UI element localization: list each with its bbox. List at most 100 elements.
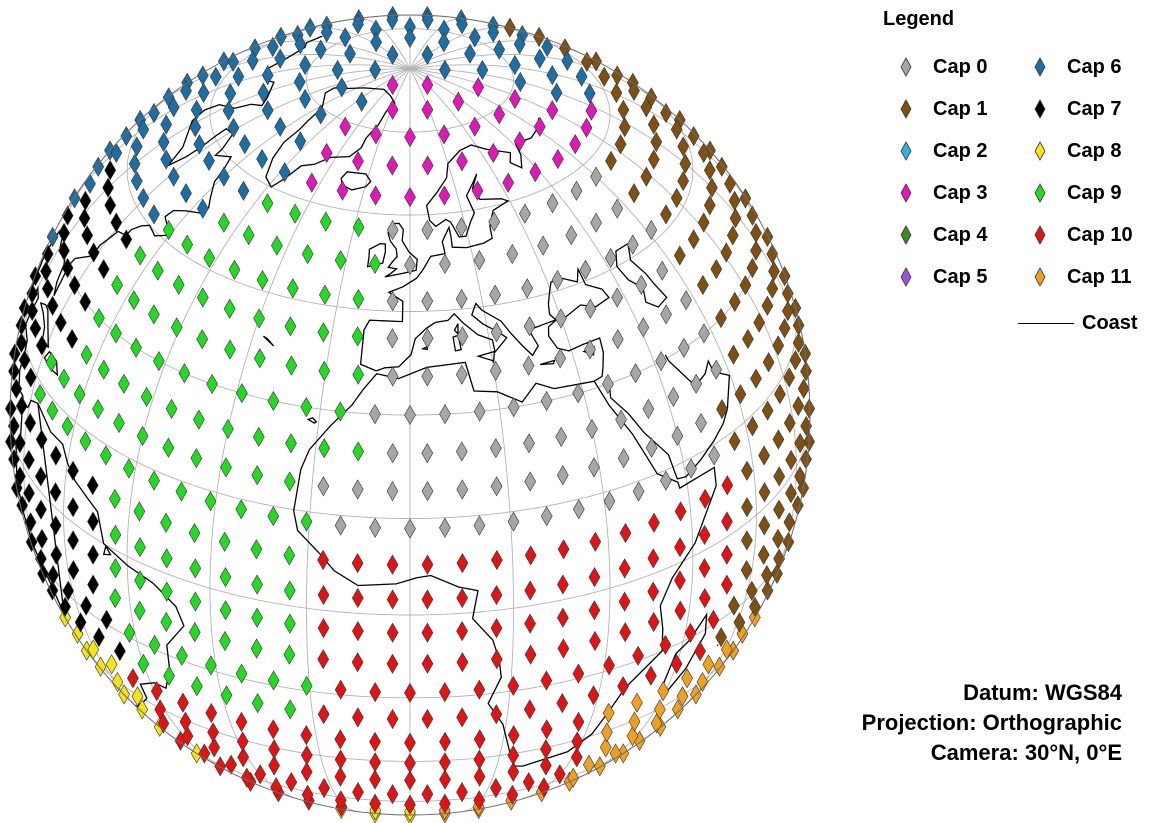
cap-9-marker [189,591,202,612]
cap-8-marker [131,686,144,707]
cap-10-marker [225,754,237,775]
cap-1-marker [617,99,630,120]
globe-outline [9,14,811,816]
cap-0-marker [629,363,642,384]
cap-10-marker [386,653,399,674]
cap-10-marker [208,737,221,758]
cap-1-marker [660,204,672,225]
cap-10-marker [589,531,602,552]
cap-11-marker [628,711,641,732]
cap-6-marker [110,142,123,163]
cap-1-marker [746,205,759,226]
cap-10-marker [698,588,711,609]
cap-9-marker [193,409,205,430]
cap-10-marker [507,725,520,746]
cap-9-marker [318,360,331,381]
cap-9-marker [133,600,146,621]
cap-1-marker [724,173,736,194]
cap-10-marker [404,770,416,791]
cap-1-marker [757,544,770,565]
cap-1-marker [739,275,752,296]
cap-0-marker [386,328,399,349]
cap-9-marker [123,622,136,643]
cap-7-marker [14,433,26,454]
legend-item-cap-0: Cap 0 [895,52,987,82]
cap-9-marker [285,355,298,376]
cap-3-marker [533,116,546,137]
cap-9-marker [352,217,365,238]
cap-0-marker [678,337,690,358]
cap-8-marker [105,654,118,675]
coastline [366,243,387,268]
cap-1-marker [660,102,672,124]
cap-1-marker [741,460,753,481]
cap-6-marker [320,22,333,43]
parallel-line [23,298,797,519]
cap-10-marker [721,475,734,496]
cap-1-marker [746,257,759,279]
cap-6-marker [335,77,348,98]
cap-10-marker [588,600,601,621]
coastline [376,266,610,382]
cap-10-marker [439,731,451,752]
cap-11-marker [599,737,612,758]
cap-1-marker [687,126,700,147]
cap-10-marker [618,591,631,612]
cap-9-marker [220,457,232,478]
cap-7-marker [68,275,81,296]
cap-7-marker [67,560,80,581]
legend-item-cap-10: Cap 10 [1029,220,1133,250]
cap-9-marker [218,212,230,233]
cap-1-marker [750,240,762,261]
cap-9-marker [222,418,234,440]
cap-7-marker [49,482,62,503]
cap-6-marker [404,27,416,48]
diamond-icon [1034,141,1046,161]
cap-10-marker [179,711,192,732]
cap-10-marker [699,488,711,509]
cap-6-marker [561,50,574,71]
cap-9-marker [170,317,183,338]
cap-7-marker [62,580,75,601]
cap-0-marker [455,288,468,310]
cap-6-marker [583,83,596,104]
cap-6-marker [137,119,150,140]
cap-0-marker [655,351,667,372]
cap-1-marker [761,295,774,316]
cap-10-marker [421,708,434,730]
cap-10-marker [404,753,416,774]
cap-1-marker [729,208,742,229]
cap-10-marker [557,539,570,560]
cap-0-marker [602,373,614,395]
cap-9-marker [251,607,263,628]
cap-9-marker [205,655,217,676]
cap-7-marker [47,565,59,586]
cap-9-marker [58,368,70,389]
cap-0-marker [617,448,630,469]
legend-item-cap-1: Cap 1 [895,94,987,124]
cap-6-marker [314,39,327,60]
cap-1-marker [610,82,623,103]
cap-7-marker [34,466,47,487]
cap-1-marker [792,395,805,417]
cap-9-marker [73,384,86,405]
cap-3-marker [370,124,382,145]
cap-0-marker [439,253,451,274]
legend-item-cap-11: Cap 11 [1029,262,1131,292]
cap-9-marker [219,600,232,621]
cap-7-marker [58,222,70,244]
cap-0-marker [489,438,502,459]
cap-0-marker [632,481,645,502]
cap-0-marker [590,166,602,187]
cap-6-marker [209,66,222,87]
cap-10-marker [647,548,660,569]
cap-9-marker [128,290,140,311]
cap-10-marker [404,794,416,815]
cap-6-marker [218,166,230,187]
cap-6-marker [246,50,259,71]
legend-label-cap-4: Cap 4 [933,223,988,246]
cap-7-marker [93,627,105,648]
cap-9-marker [256,269,269,291]
cap-6-marker [148,102,160,124]
meridian-line [306,68,411,812]
